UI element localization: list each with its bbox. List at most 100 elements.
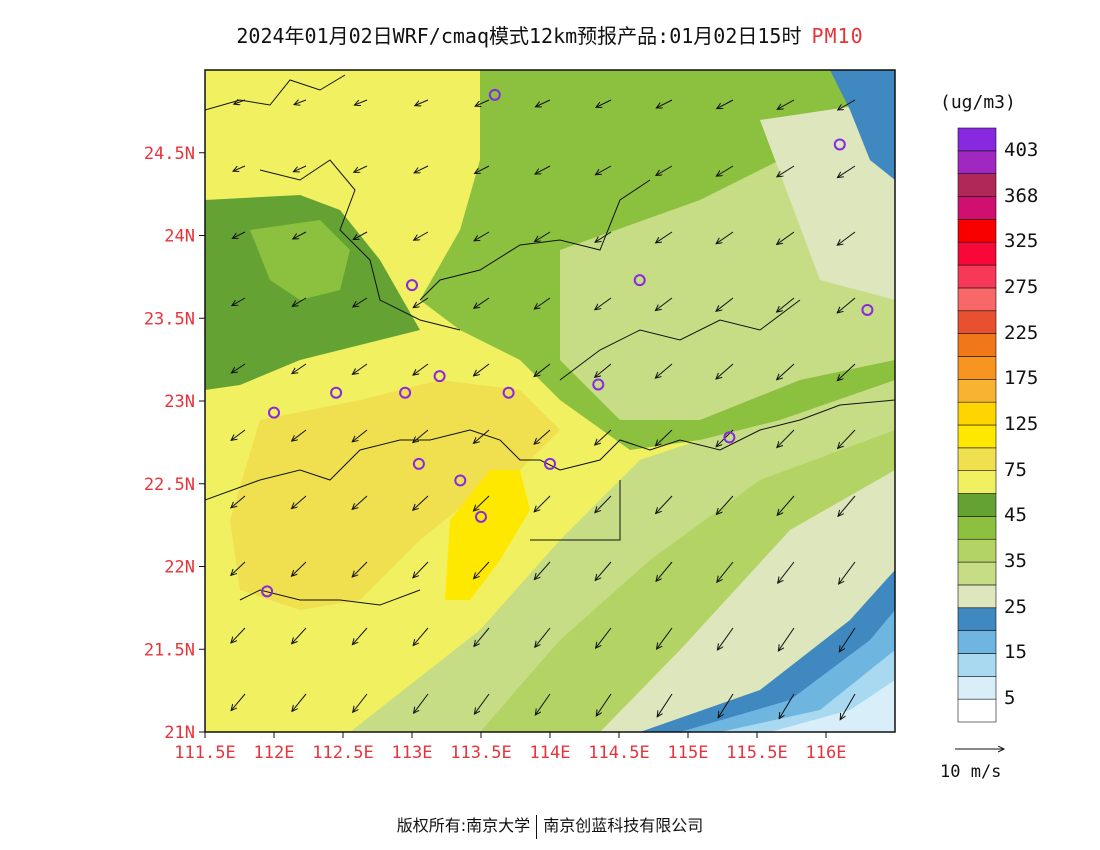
wind-arrow [717,99,734,109]
station-marker [406,279,418,292]
colorbar-swatch [957,698,997,723]
wind-arrow [837,363,856,381]
wind-arrow [535,99,551,107]
wind-arrow [353,693,368,712]
wind-arrow [231,495,246,508]
wind-arrow [352,429,368,442]
wind-arrow [353,231,368,240]
y-tick-label: 24.5N [144,144,195,164]
wind-arrow [534,429,551,444]
wind-arrow [413,495,429,510]
wind-arrow [534,297,551,309]
wind-arrow [354,165,368,172]
wind-arrow [716,165,734,176]
wind-arrow [838,429,856,448]
colorbar-tick-label: 175 [1004,367,1039,390]
wind-arrow [777,363,795,380]
wind-arrow [474,561,490,579]
wind-arrow [535,165,551,174]
station-marker [488,88,501,101]
wind-arrow [595,165,612,175]
y-tick-label: 23N [164,392,195,412]
wind-arrow [595,561,612,580]
wind-arrow [595,231,612,242]
colorbar-swatch [957,287,997,312]
colorbar [957,127,997,723]
colorbar-swatch [957,607,997,631]
boundary-east [559,299,801,381]
x-tick-label: 115.5E [726,743,787,763]
x-tick-label: 113.5E [450,743,511,763]
colorbar-units: (ug/m3) [940,92,1016,113]
colorbar-swatch [957,516,997,540]
wind-arrow [415,99,429,106]
wind-arrow [232,231,246,238]
wind-arrow [596,693,612,716]
wind-arrow [595,297,612,310]
colorbar-swatch [957,356,997,380]
colorbar-tick-label: 35 [1004,550,1027,573]
station-marker [833,138,846,151]
colorbar-tick-label: 325 [1004,230,1039,253]
wind-arrow [474,693,490,714]
x-tick-label: 112.5E [312,743,373,763]
y-tick-label: 21.5N [144,640,195,660]
wind-arrow [474,363,490,376]
field-ne-pale [760,100,895,300]
station-marker [433,370,446,383]
wind-arrow [414,165,429,173]
station-marker [502,386,515,399]
wind-arrow [292,693,307,711]
station-marker [412,457,425,470]
colorbar-swatch [957,676,997,700]
coastline-west [239,589,421,606]
wind-arrow [779,693,795,719]
footer-right: 南京创蓝科技有限公司 [543,816,704,835]
colorbar-swatch [957,264,997,289]
wind-arrow [293,165,307,172]
x-tick-label: 112E [254,743,295,763]
colorbar-tick-label: 45 [1004,504,1027,527]
station-marker [861,303,874,316]
wind-arrow [656,165,673,175]
wind-arrow [231,429,246,440]
footer-left: 版权所有:南京大学 [396,816,531,835]
title-main: 2024年01月02日WRF/cmaq模式12km预报产品:01月02日15时 [236,24,802,48]
wind-arrow [534,495,551,512]
wind-arrow [839,561,856,584]
wind-arrow [716,363,734,379]
colorbar-swatch [957,584,997,609]
wind-arrow [231,363,246,373]
wind-arrow [717,627,734,650]
colorbar-swatch [957,219,997,243]
map-title: 2024年01月02日WRF/cmaq模式12km预报产品:01月02日15时 P… [0,20,1100,49]
colorbar-swatch [957,310,997,334]
wind-arrow [777,429,795,448]
wind-arrow [778,627,795,651]
wind-arrow [354,99,368,105]
wind-arrow [657,627,673,649]
colorbar-swatch [957,150,997,174]
wind-arrow [837,231,856,245]
colorbar-tick-label: 25 [1004,595,1027,618]
wind-arrow [656,99,673,108]
field-west-light [250,220,350,300]
wind-arrow [414,231,429,240]
wind-arrow [413,627,429,645]
y-tick-label: 23.5N [144,309,195,329]
station-marker [723,431,736,444]
wind-arrow [352,363,368,374]
field-ne-blue [830,70,895,180]
wind-arrow [716,297,734,311]
colorbar-tick-label: 75 [1004,458,1027,481]
wind-arrow [474,297,490,308]
colorbar-tick-label: 125 [1004,413,1039,435]
station-marker [633,274,646,287]
wind-arrow [475,165,490,173]
wind-arrow [777,297,795,312]
wind-reference-label: 10 m/s [940,762,1002,782]
wind-arrow [535,693,551,715]
colorbar-swatch [957,561,997,586]
x-tick-label: 114E [530,743,571,763]
